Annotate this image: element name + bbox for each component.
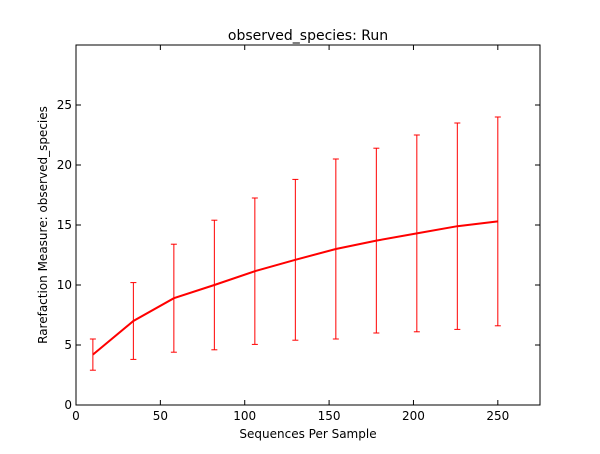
y-tick-label: 10 — [57, 278, 72, 292]
x-tick-label: 200 — [402, 409, 425, 423]
x-tick-label: 150 — [318, 409, 341, 423]
y-tick-label: 20 — [57, 158, 72, 172]
y-tick-label: 5 — [64, 338, 72, 352]
chart-title: observed_species: Run — [228, 28, 388, 44]
x-tick-label: 50 — [153, 409, 168, 423]
y-tick-label: 15 — [57, 218, 72, 232]
x-axis-title: Sequences Per Sample — [239, 427, 376, 441]
x-tick-label: 100 — [233, 409, 256, 423]
plot-area: 0 50 100 150 200 250 0 5 10 15 20 25 — [57, 44, 541, 423]
x-tick-label: 0 — [72, 409, 80, 423]
y-tick-label: 25 — [57, 98, 72, 112]
x-tick-label: 250 — [486, 409, 509, 423]
y-axis-title: Rarefaction Measure: observed_species — [36, 106, 50, 344]
series-line — [92, 220, 498, 356]
y-tick-label: 0 — [64, 398, 72, 412]
